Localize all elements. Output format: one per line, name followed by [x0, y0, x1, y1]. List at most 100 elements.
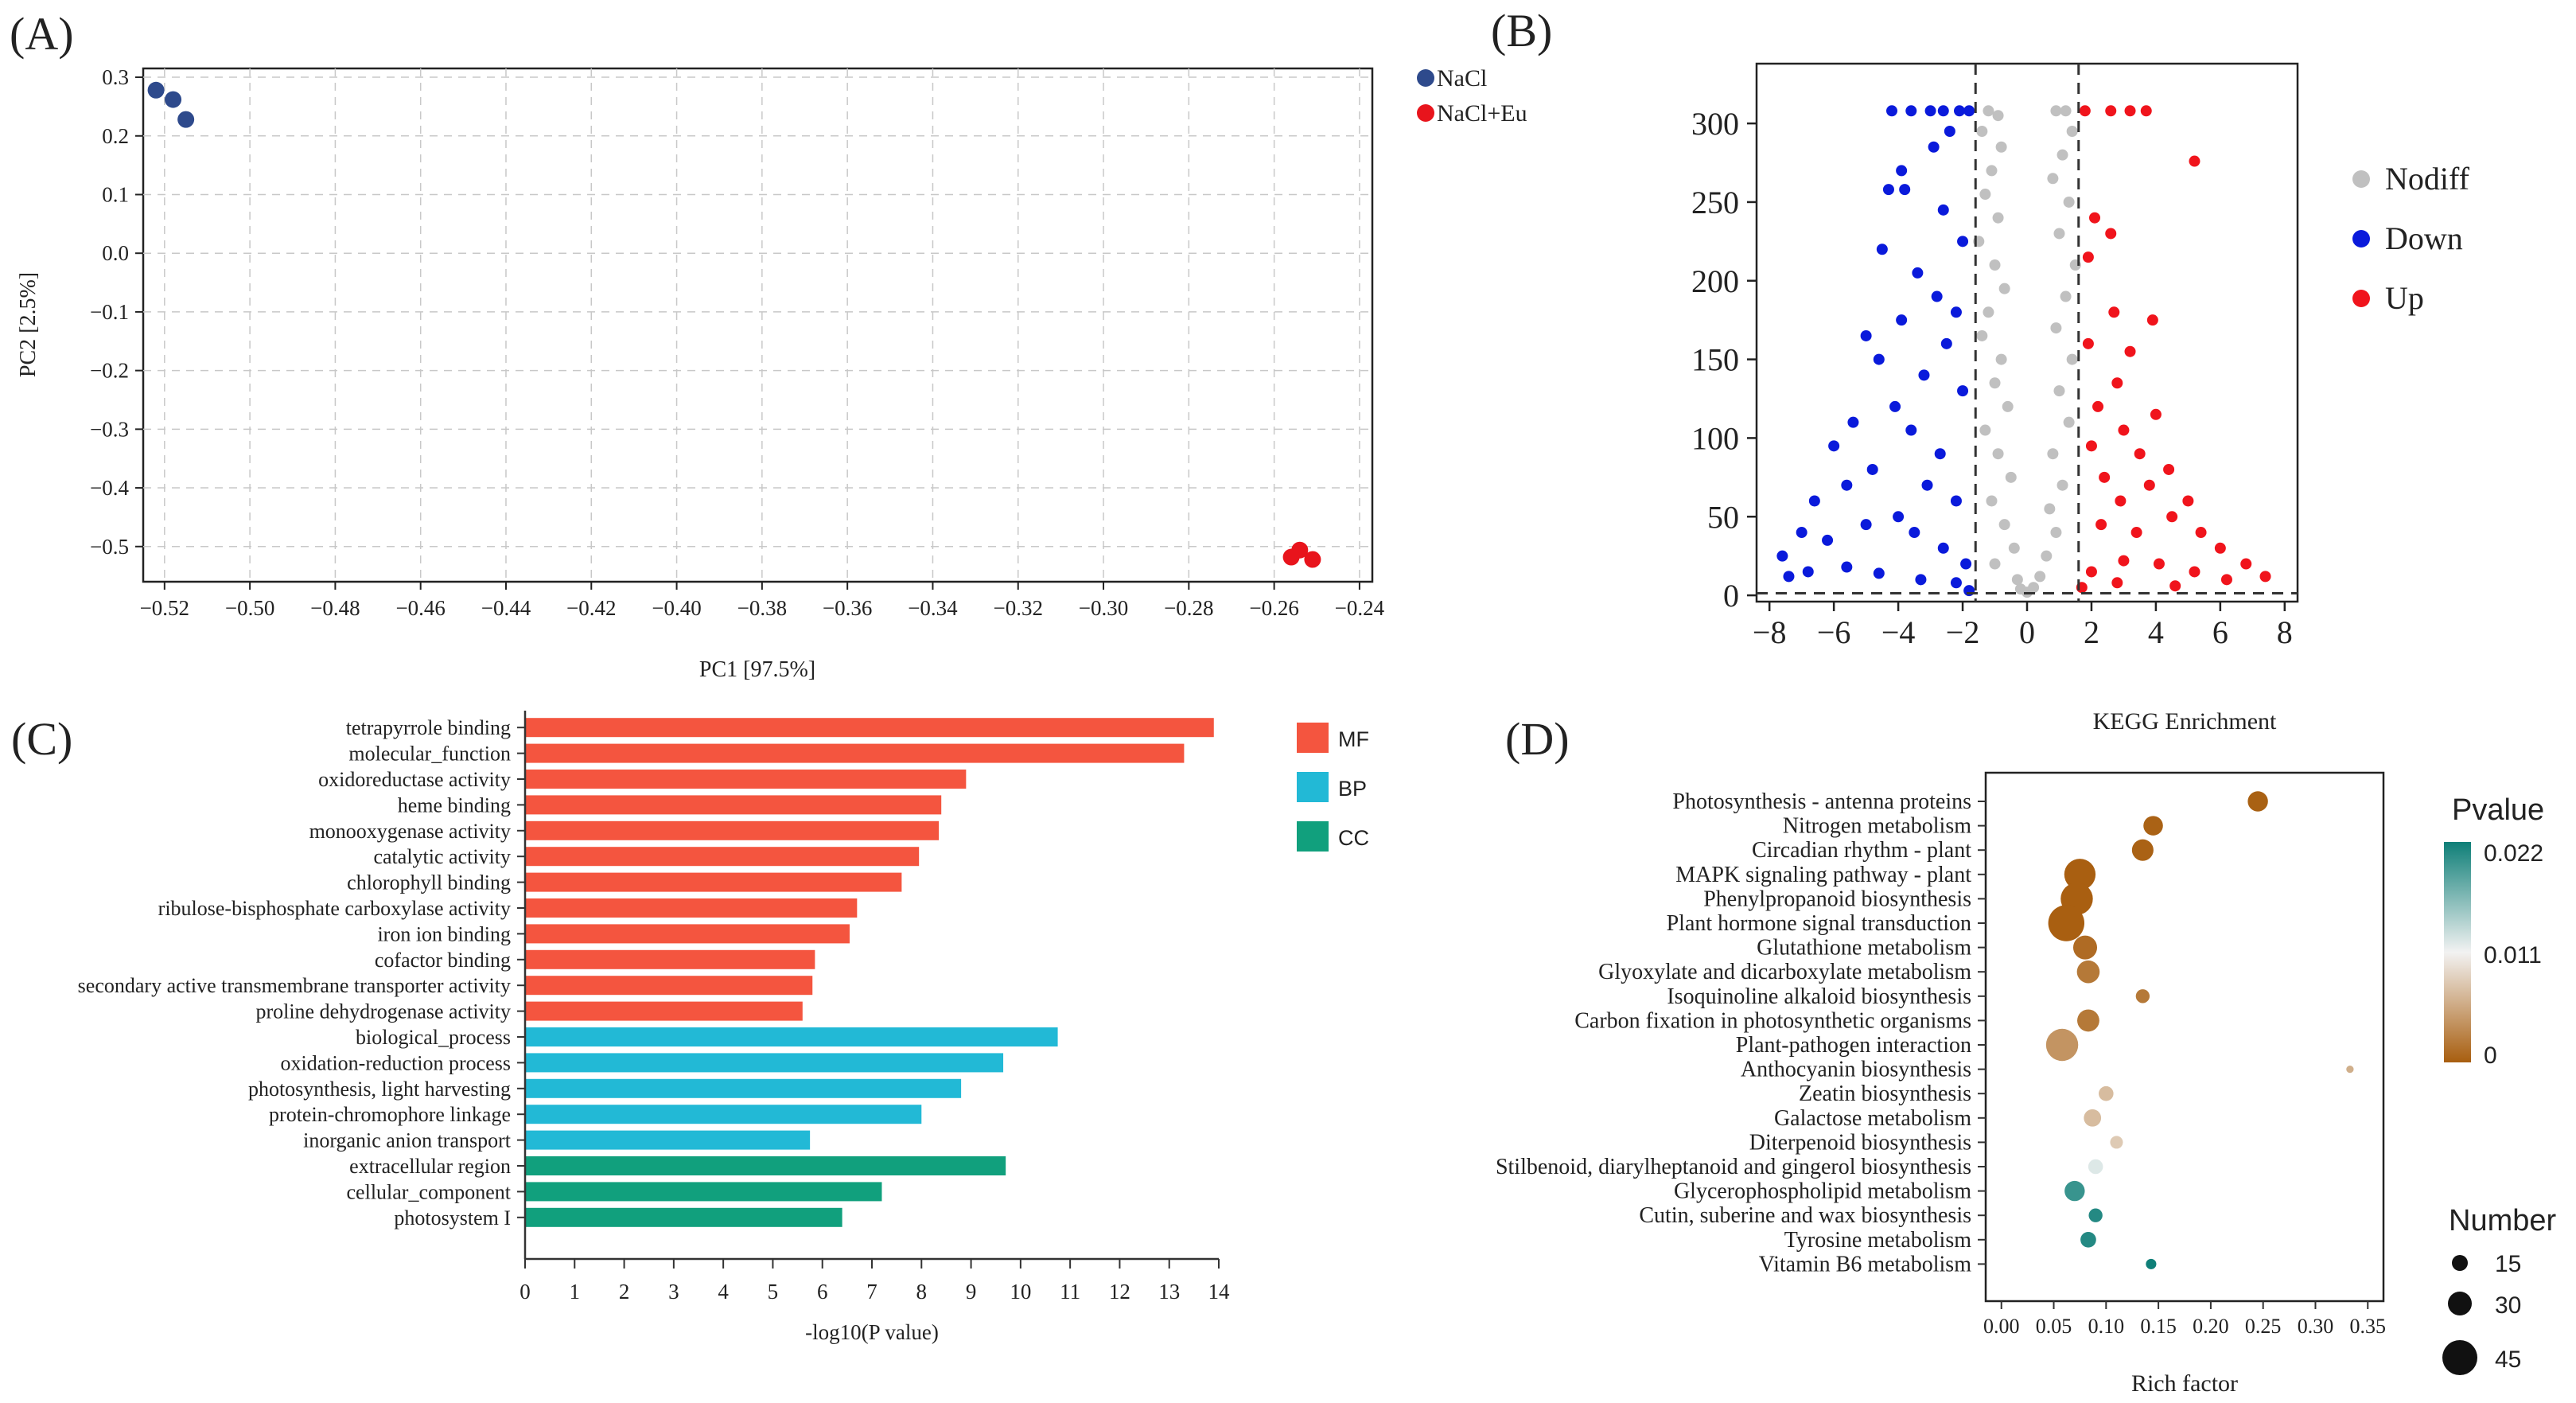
pca-legend: NaCl NaCl+Eu [1417, 65, 1527, 127]
pca-legend-label-nacl: NaCl [1437, 65, 1487, 92]
volcano-point [1915, 574, 1927, 586]
go-x-tick-label: 9 [966, 1280, 977, 1304]
volcano-thresholds [1757, 64, 2298, 602]
kegg-x-tick-label: 0.15 [2140, 1315, 2177, 1338]
volcano-x-tick-label: 6 [2212, 614, 2228, 650]
kegg-plot-area [1984, 771, 2385, 1303]
kegg-terms: Photosynthesis - antenna proteinsNitroge… [1496, 789, 2354, 1276]
volcano-point [1931, 290, 1943, 302]
go-term-label: protein-chromophore linkage [269, 1103, 511, 1126]
go-bar [525, 1207, 842, 1227]
go-x-tick-label: 8 [916, 1280, 928, 1304]
volcano-point [1918, 369, 1930, 381]
volcano-point [2050, 322, 2062, 334]
pca-x-tick-label: −0.40 [652, 596, 701, 620]
volcano-plot-area [1755, 62, 2299, 603]
pca-x-tick-label: −0.26 [1249, 596, 1298, 620]
volcano-y-tick-label: 200 [1691, 263, 1739, 299]
volcano-point [1928, 141, 1940, 153]
volcano-point [2057, 479, 2068, 491]
volcano-point [2163, 463, 2175, 475]
go-term-label: tetrapyrrole binding [346, 716, 511, 739]
volcano-point [2166, 511, 2178, 523]
volcano-y-tick-label: 250 [1691, 185, 1739, 220]
volcano-x-tick-label: 4 [2148, 614, 2164, 650]
volcano-point [2169, 580, 2181, 592]
pca-y-tick-label: −0.2 [90, 359, 129, 383]
kegg-bubble [2048, 905, 2085, 941]
go-x-tick-label: 1 [570, 1280, 581, 1304]
volcano-point [1995, 141, 2007, 153]
go-term-label: heme binding [398, 793, 511, 816]
volcano-legend-swatch-up [2352, 290, 2370, 307]
kegg-term-label: Stilbenoid, diarylheptanoid and gingerol… [1496, 1155, 1971, 1179]
volcano-point [2182, 495, 2194, 507]
volcano-point [1905, 105, 1917, 117]
volcano-point [1889, 400, 1901, 412]
pca-y-tick-label: −0.1 [90, 300, 129, 324]
volcano-point [2105, 105, 2117, 117]
pca-y-tick-label: −0.3 [90, 417, 129, 441]
pca-x-tick-label: −0.36 [823, 596, 872, 620]
panel-letter-a: (A) [10, 8, 74, 60]
go-bar [525, 924, 850, 944]
volcano-point [1995, 353, 2007, 365]
go-legend-label-mf: MF [1338, 727, 1369, 751]
go-term-label: biological_process [356, 1026, 511, 1049]
kegg-term-label: Galactose metabolism [1774, 1106, 1971, 1131]
kegg-bubble [2146, 1258, 2157, 1269]
pca-y-tick-label: 0.3 [102, 65, 129, 89]
volcano-point [2220, 574, 2232, 586]
volcano-point [2115, 495, 2127, 507]
volcano-point [2002, 400, 2014, 412]
volcano-legend-swatch-down [2352, 230, 2370, 247]
volcano-point [1808, 495, 1820, 507]
pca-x-tick-label: −0.44 [481, 596, 531, 620]
kegg-bubble [2072, 935, 2098, 960]
kegg-bubble [2143, 816, 2163, 836]
kegg-term-label: Isoquinoline alkaloid biosynthesis [1667, 984, 1971, 1009]
kegg-colorbar-tick-low: 0 [2484, 1043, 2497, 1069]
volcano-point [2118, 555, 2130, 567]
go-bar [525, 949, 815, 969]
kegg-bubble [2064, 1180, 2085, 1202]
volcano-point [2111, 577, 2123, 589]
volcano-point [2047, 173, 2059, 185]
volcano-point [2034, 571, 2046, 583]
kegg-term-label: Plant hormone signal transduction [1667, 911, 1971, 936]
kegg-term-label: Vitamin B6 metabolism [1759, 1252, 1972, 1276]
volcano-legend: Nodiff Down Up [2352, 161, 2470, 316]
volcano-point [1796, 527, 1807, 539]
kegg-bubble [2080, 1231, 2096, 1248]
kegg-size-legend-label-medium: 30 [2495, 1292, 2521, 1319]
pca-y-tick-label: −0.4 [90, 476, 129, 500]
pca-point [165, 91, 182, 108]
pca-x-tick-label: −0.48 [310, 596, 360, 620]
go-term-label: photosynthesis, light harvesting [248, 1078, 511, 1101]
go-x-tick-label: 11 [1060, 1280, 1080, 1304]
volcano-point [2240, 558, 2252, 570]
volcano-point [2105, 228, 2117, 240]
kegg-bubble [2064, 859, 2096, 891]
volcano-point [1957, 236, 1969, 247]
kegg-size-legend-dot-small [2452, 1255, 2468, 1271]
kegg-term-label: Cutin, suberine and wax biosynthesis [1639, 1203, 1971, 1228]
go-term-label: extracellular region [349, 1155, 511, 1178]
volcano-point [1944, 125, 1955, 137]
pca-point [147, 81, 165, 99]
go-legend-swatch-mf [1297, 723, 1329, 753]
pca-x-ticks: −0.52 −0.50 −0.48 −0.46 −0.44 −0.42 −0.40 −0.38… [140, 582, 1385, 620]
volcano-x-tick-label: −4 [1881, 614, 1916, 650]
go-term-label: secondary active transmembrane transport… [78, 974, 511, 997]
kegg-size-legend-label-large: 45 [2495, 1346, 2521, 1373]
volcano-point [1983, 105, 1994, 117]
kegg-x-tick-label: 0.25 [2245, 1315, 2282, 1338]
volcano-point [1937, 542, 1949, 554]
kegg-term-label: Diterpenoid biosynthesis [1749, 1130, 1971, 1155]
volcano-point [2053, 385, 2065, 397]
panel-letter-c: (C) [11, 713, 72, 765]
go-bar [525, 820, 940, 840]
volcano-x-tick-label: −2 [1946, 614, 1980, 650]
pca-plot-area [142, 67, 1374, 583]
